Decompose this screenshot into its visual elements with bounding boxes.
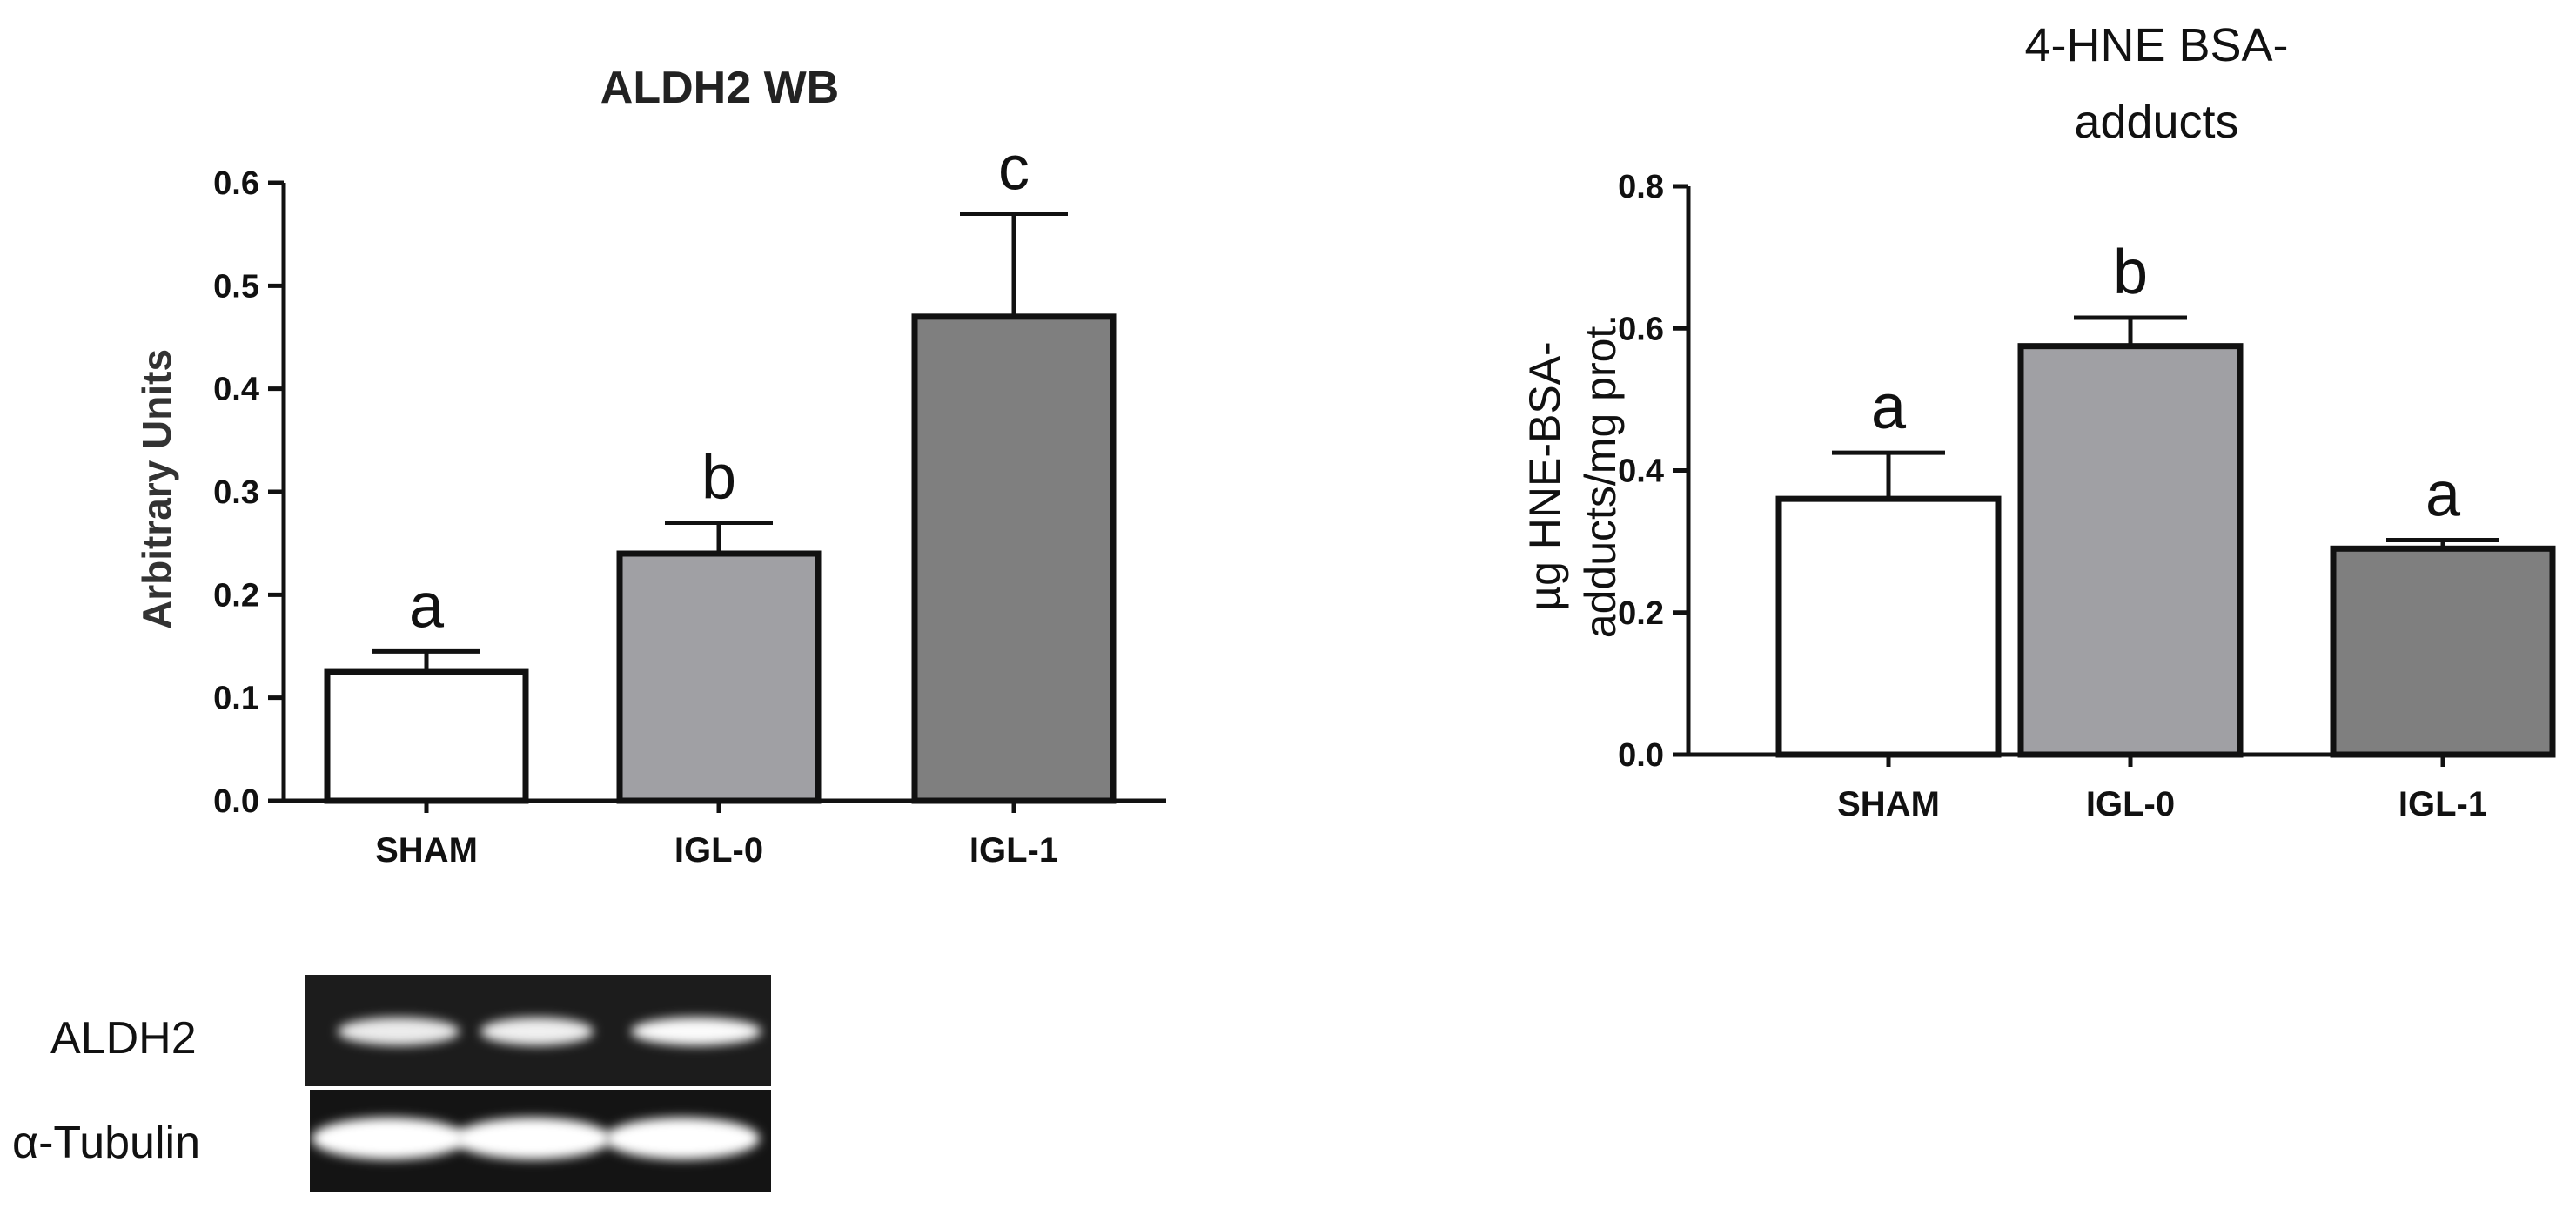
- western-blot: ALDH2 α-Tubulin: [12, 975, 771, 1192]
- category-label-igl-1: IGL-1: [969, 831, 1058, 870]
- category-label-sham: SHAM: [1837, 785, 1940, 823]
- chart1-y-tick-label: 0.4: [213, 372, 259, 408]
- chart2-y-tick-label: 0.6: [1618, 311, 1664, 347]
- chart2-y-ticks: 0.0 0.2 0.4 0.6 0.8: [1618, 169, 1688, 774]
- chart1-y-tick-label: 0.0: [213, 783, 259, 820]
- chart-aldh2-wb: ALDH2 WB Arbitrary Units 0.0 0.1 0.2 0.3 0.4…: [134, 63, 1166, 870]
- category-label-igl-0: IGL-0: [2086, 785, 2175, 823]
- blot-label-aldh2: ALDH2: [50, 1013, 197, 1064]
- chart1-y-axis-label: Arbitrary Units: [134, 349, 179, 629]
- chart1-y-tick-label: 0.1: [213, 681, 259, 717]
- bar-igl-1: [911, 313, 1117, 804]
- chart-4hne-bsa-adducts: 4-HNE BSA- adducts µg HNE-BSA- adducts/m…: [1520, 19, 2556, 823]
- category-label-igl-1: IGL-1: [2398, 785, 2487, 823]
- blot-band-row2-lane3: [605, 1118, 760, 1159]
- chart2-title-line-2: adducts: [2074, 96, 2238, 148]
- blot-band-row1-lane2: [480, 1018, 594, 1045]
- chart2-y-axis-label-line-1: µg HNE-BSA-: [1520, 341, 1569, 610]
- blot-band-row1-lane3: [631, 1018, 761, 1045]
- significance-label-igl-1: c: [998, 134, 1030, 204]
- significance-label-igl-1: a: [2425, 460, 2461, 529]
- significance-label-igl-0: b: [701, 443, 736, 513]
- chart2-categories: SHAM IGL-0 IGL-1: [1837, 755, 2487, 823]
- chart2-y-tick-label: 0.0: [1618, 737, 1664, 774]
- bar-igl-0: [2017, 343, 2244, 758]
- blot-label-tubulin: α-Tubulin: [12, 1118, 200, 1168]
- chart1-title: ALDH2 WB: [600, 63, 839, 113]
- chart2-y-tick-label: 0.2: [1618, 595, 1664, 632]
- significance-label-sham: a: [1871, 373, 1907, 442]
- bar-igl-1: [2330, 545, 2556, 758]
- category-label-igl-0: IGL-0: [674, 831, 763, 870]
- chart2-y-axis-label-line-2: adducts/mg prot.: [1576, 314, 1625, 638]
- significance-label-igl-0: b: [2113, 238, 2148, 307]
- chart2-y-tick-label: 0.4: [1618, 453, 1664, 490]
- significance-label-sham: a: [409, 571, 445, 641]
- blot-band-row2-lane2: [454, 1118, 611, 1159]
- bar-sham: [324, 668, 529, 804]
- chart1-y-tick-label: 0.6: [213, 165, 259, 202]
- chart1-y-tick-label: 0.2: [213, 577, 259, 614]
- chart2-y-tick-label: 0.8: [1618, 169, 1664, 205]
- chart2-title-line-1: 4-HNE BSA-: [2024, 19, 2288, 71]
- chart1-y-ticks: 0.0 0.1 0.2 0.3 0.4 0.5 0.6: [213, 165, 284, 820]
- blot-band-row1-lane1: [338, 1018, 460, 1045]
- blot-bands: [312, 1018, 761, 1159]
- chart1-y-tick-label: 0.3: [213, 474, 259, 511]
- chart1-bars: a b c: [324, 134, 1117, 804]
- chart1-categories: SHAM IGL-0 IGL-1: [375, 801, 1058, 870]
- category-label-sham: SHAM: [375, 831, 478, 870]
- chart2-bars: a b a: [1775, 238, 2556, 758]
- bar-igl-0: [616, 550, 822, 804]
- chart1-y-tick-label: 0.5: [213, 268, 259, 305]
- blot-band-row2-lane1: [312, 1118, 466, 1159]
- bar-sham: [1775, 495, 2002, 758]
